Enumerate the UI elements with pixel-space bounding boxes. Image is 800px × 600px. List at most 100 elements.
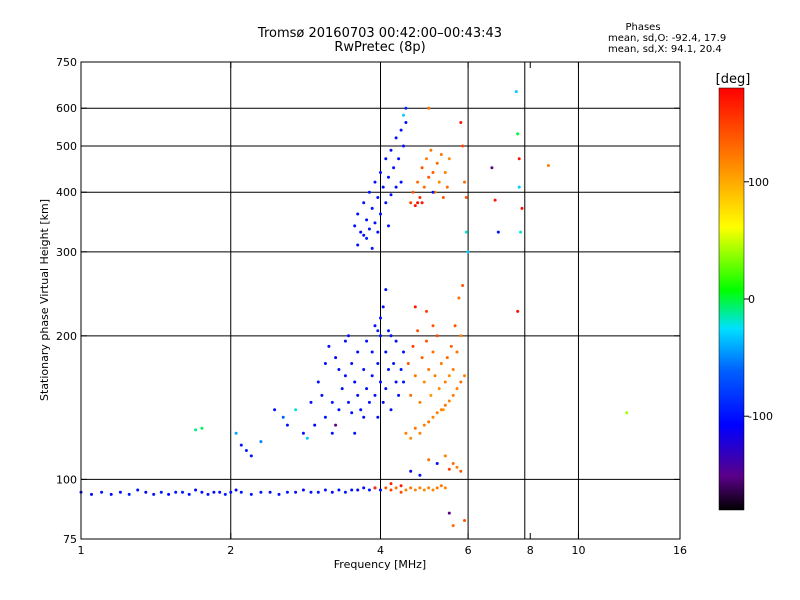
data-point [381, 185, 385, 189]
data-point [301, 488, 305, 492]
data-point [200, 426, 204, 430]
data-point [309, 490, 313, 494]
data-point [285, 490, 289, 494]
data-point [343, 490, 347, 494]
data-point [420, 356, 424, 360]
data-point [431, 415, 435, 419]
colorbar-tick-label: -100 [748, 410, 773, 423]
data-point [429, 393, 433, 397]
data-point [350, 488, 354, 492]
data-point [367, 400, 371, 404]
data-point [463, 519, 466, 522]
data-point [431, 190, 435, 194]
colorbar [718, 87, 745, 511]
data-point [443, 454, 447, 458]
data-point [453, 324, 457, 328]
data-point [451, 368, 455, 371]
data-point [337, 368, 341, 371]
data-point [387, 224, 390, 228]
data-point [353, 224, 357, 228]
data-point [365, 387, 369, 391]
data-point [425, 309, 428, 313]
data-point [367, 190, 371, 194]
data-point [402, 350, 405, 354]
data-point [517, 185, 521, 189]
data-point [422, 488, 426, 492]
data-point [373, 180, 377, 184]
data-point [356, 350, 360, 354]
colorbar-ticks: 100 0 -100 [744, 176, 773, 423]
data-point [389, 408, 393, 412]
data-point [387, 368, 390, 371]
data-point [343, 339, 347, 343]
data-point [449, 344, 453, 348]
axis-ticks: 1 2 4 6 8 10 16 75 100 200 300 400 500 600 750 [56, 56, 687, 557]
data-point [447, 467, 451, 471]
data-point [546, 164, 550, 167]
data-point [259, 490, 263, 494]
data-point [316, 380, 320, 384]
data-point [427, 420, 431, 424]
data-point [384, 288, 388, 292]
data-point [384, 157, 388, 161]
data-point [455, 350, 459, 354]
data-point [187, 492, 191, 496]
data-point [127, 492, 131, 496]
data-point [356, 488, 360, 492]
chart-subtitle: RwPretec (8p) [334, 40, 426, 55]
data-point [347, 400, 350, 404]
data-point [418, 486, 422, 490]
data-point [337, 488, 341, 492]
data-point [381, 305, 385, 309]
data-point [443, 171, 447, 174]
data-point [463, 374, 466, 378]
y-tick-label: 400 [56, 186, 77, 199]
data-point [451, 524, 455, 528]
data-point [443, 380, 447, 384]
data-point [413, 305, 417, 309]
data-point [387, 329, 390, 333]
data-point [373, 324, 377, 328]
data-point [323, 415, 327, 419]
data-point [399, 180, 403, 184]
data-point [294, 408, 298, 412]
data-point [514, 90, 518, 94]
data-point [350, 362, 354, 365]
data-point [365, 236, 369, 240]
data-point [402, 380, 405, 384]
data-point [167, 492, 171, 496]
x-tick-label: 6 [465, 544, 472, 557]
data-point [384, 350, 388, 354]
y-tick-label: 100 [56, 473, 77, 486]
data-point [337, 408, 341, 412]
data-point [359, 408, 363, 412]
y-axis-label: Stationary phase Virtual Height [km] [38, 199, 51, 401]
data-point [413, 204, 417, 208]
data-point [392, 362, 396, 365]
data-point [455, 387, 459, 391]
data-point [323, 362, 327, 365]
data-point [406, 362, 410, 365]
data-point [422, 185, 426, 189]
data-point [427, 458, 431, 462]
data-point [411, 344, 415, 348]
data-point [330, 400, 334, 404]
data-point [234, 431, 238, 435]
data-point [370, 350, 374, 354]
data-point [376, 329, 380, 333]
data-point [429, 148, 433, 152]
data-point [379, 334, 382, 338]
data-point [350, 411, 354, 415]
data-point [136, 488, 140, 492]
data-point [239, 443, 243, 447]
data-point [459, 380, 463, 384]
data-point [399, 128, 403, 132]
data-point [109, 492, 113, 496]
x-axis-label: Frequency [MHz] [334, 558, 426, 571]
colorbar-tick-label: 0 [748, 293, 755, 306]
data-point [463, 180, 466, 184]
data-point [373, 221, 377, 225]
x-tick-label: 10 [571, 544, 585, 557]
data-point [402, 113, 405, 117]
